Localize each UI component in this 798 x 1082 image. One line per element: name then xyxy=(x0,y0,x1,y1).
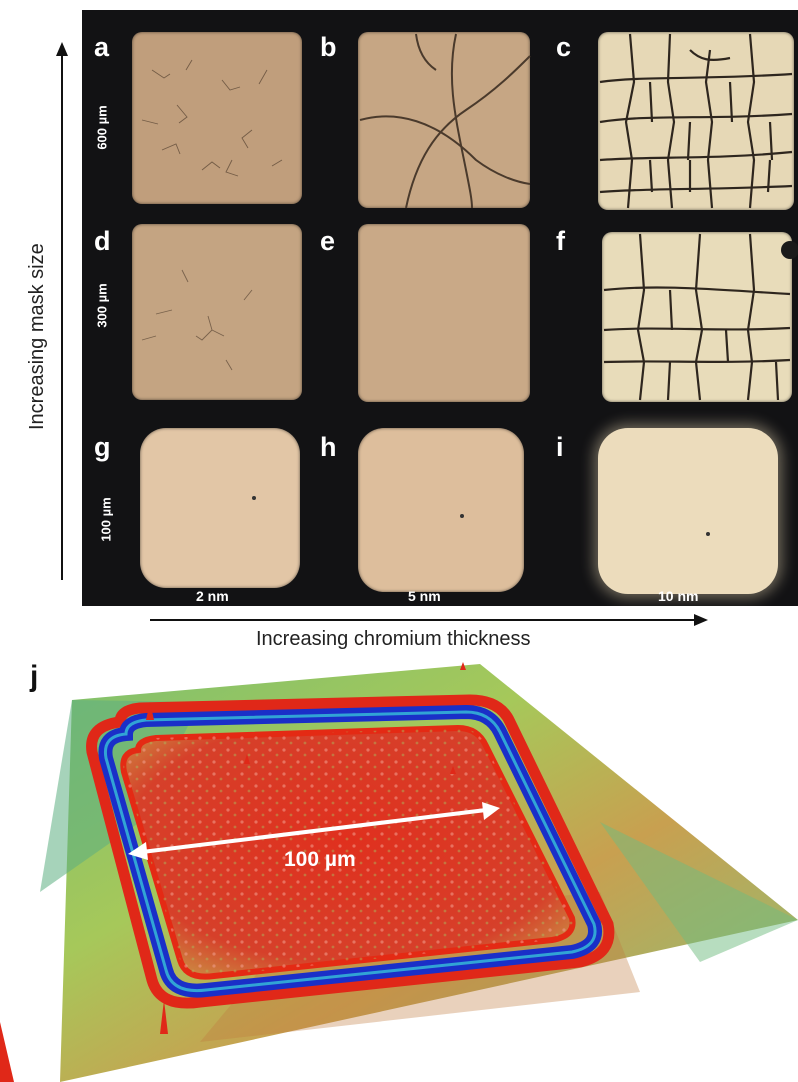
panel-letter: d xyxy=(94,226,111,256)
panel-letter: i xyxy=(556,432,564,462)
panel-letter: c xyxy=(556,32,572,62)
panel-d-square xyxy=(132,224,302,400)
panel-i: i 10 nm xyxy=(540,410,798,606)
panel-letter: e xyxy=(320,226,336,256)
panel-a-microcracks xyxy=(141,59,283,177)
panel-h: h 5 nm xyxy=(306,410,540,606)
panel-c: c xyxy=(540,10,798,210)
panel-i-square xyxy=(598,428,778,594)
panel-letter: g xyxy=(94,432,111,462)
panel-f: f xyxy=(540,210,798,410)
scale-bar-label: 100 µm xyxy=(284,848,356,871)
panel-letter: f xyxy=(556,226,565,256)
panel-g-square xyxy=(140,428,300,588)
panel-j-surface-plot xyxy=(0,662,798,1082)
panel-d-microcracks xyxy=(141,269,253,371)
panel-g: g 100 µm 2 nm xyxy=(82,410,306,606)
panel-g-debris xyxy=(252,496,256,500)
panel-letter: b xyxy=(320,32,337,62)
mask-size-label: 600 µm xyxy=(94,105,110,150)
panel-letter: a xyxy=(94,32,110,62)
panel-h-debris xyxy=(460,514,464,518)
thickness-label: 10 nm xyxy=(658,588,699,604)
horizontal-axis-arrow xyxy=(150,614,708,626)
panel-e-square xyxy=(358,224,530,402)
panel-a: a 600 µm xyxy=(82,10,306,210)
mask-size-label: 300 µm xyxy=(94,283,110,328)
panel-d: d 300 µm xyxy=(82,210,306,410)
panel-f-crack-network xyxy=(603,233,798,401)
panel-c-crack-network xyxy=(599,33,793,209)
panel-e: e xyxy=(306,210,540,410)
panel-j-letter: j xyxy=(30,660,39,693)
thickness-label: 5 nm xyxy=(408,588,441,604)
mask-size-label: 100 µm xyxy=(98,497,114,542)
panel-i-debris xyxy=(706,532,710,536)
panel-b-square xyxy=(358,32,530,208)
panel-letter: h xyxy=(320,432,337,462)
panel-b: b xyxy=(306,10,540,210)
horizontal-axis-label: Increasing chromium thickness xyxy=(256,628,531,650)
vertical-axis-arrow xyxy=(56,42,68,580)
panel-a-square xyxy=(132,32,302,204)
thickness-label: 2 nm xyxy=(196,588,229,604)
panel-b-cracks xyxy=(359,33,531,209)
vertical-axis-label: Increasing mask size xyxy=(26,243,48,430)
panel-h-square xyxy=(358,428,524,592)
micrograph-grid: a 600 µm b xyxy=(82,10,798,606)
